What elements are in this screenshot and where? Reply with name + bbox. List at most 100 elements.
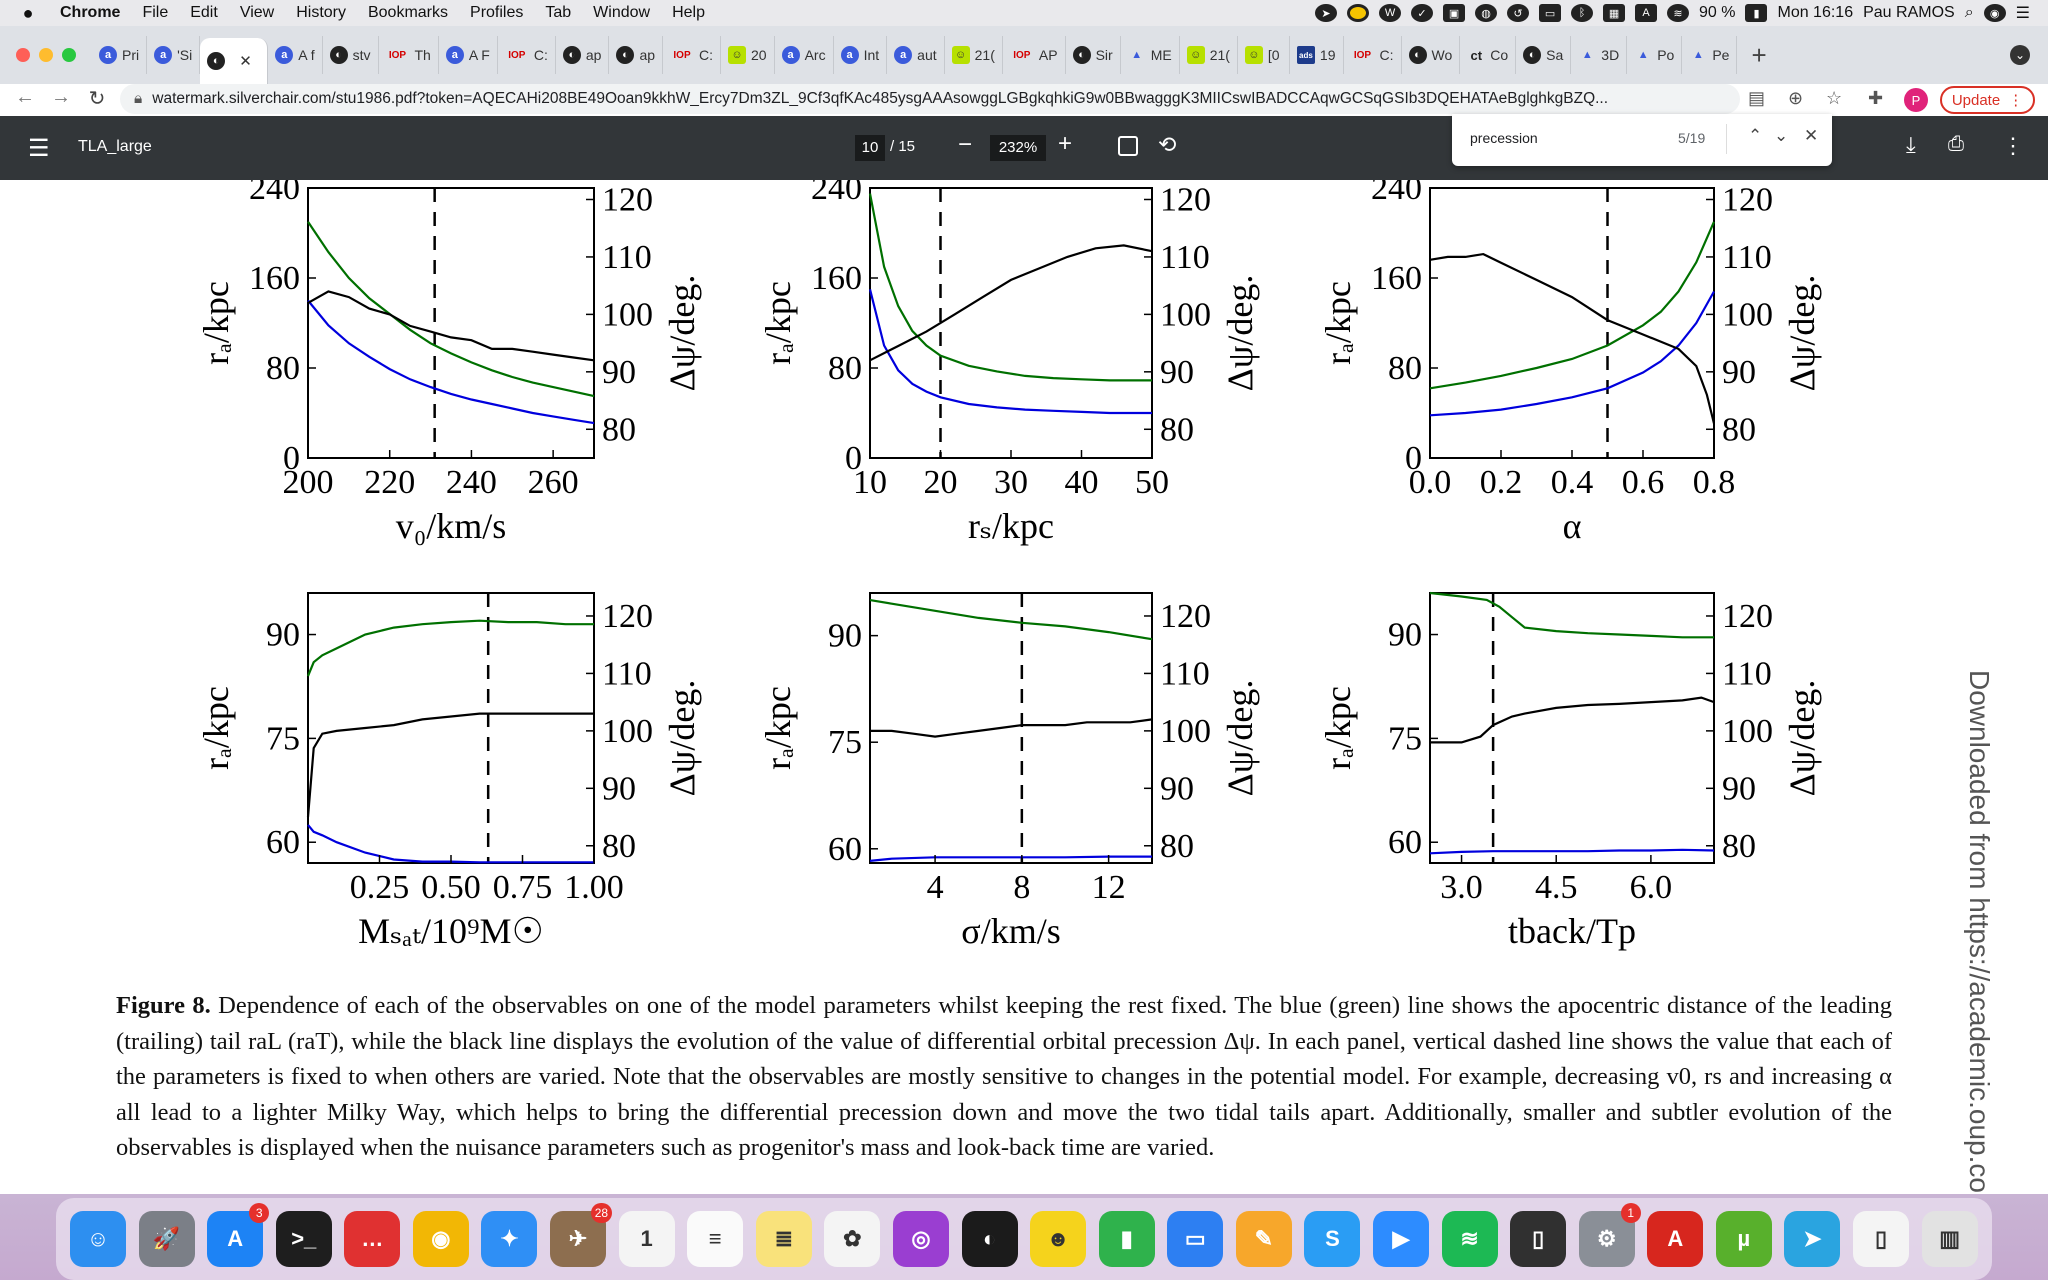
browser-tab[interactable]: ◐ Wo: [1402, 36, 1461, 74]
battery-percent[interactable]: 90 %: [1699, 4, 1736, 21]
update-button[interactable]: Update ⋮: [1940, 86, 2035, 114]
utorrent-icon[interactable]: µ: [1715, 1211, 1772, 1267]
github-icon[interactable]: ◐: [961, 1211, 1018, 1267]
terminal-icon[interactable]: >_: [275, 1211, 332, 1267]
bookmark-star-icon[interactable]: ☆: [1826, 88, 1843, 108]
extensions-icon[interactable]: ✚: [1868, 88, 1884, 108]
calendar-icon[interactable]: 1: [618, 1211, 675, 1267]
input-source-icon[interactable]: A: [1635, 4, 1658, 22]
globe-icon[interactable]: ◍: [1475, 4, 1498, 22]
browser-tab[interactable]: IOP C:: [1344, 36, 1402, 74]
browser-tab[interactable]: ◐ Sa: [1516, 36, 1572, 74]
page-number-input[interactable]: 10: [855, 135, 885, 161]
print-icon[interactable]: ⎙: [1948, 133, 1964, 155]
browser-tab[interactable]: a aut: [887, 36, 945, 74]
close-window-button[interactable]: [16, 48, 30, 62]
find-next-icon[interactable]: ⌄: [1774, 126, 1789, 145]
menu-app-name[interactable]: Chrome: [60, 4, 121, 21]
zoom-level-input[interactable]: 232%: [990, 135, 1046, 161]
menu-history[interactable]: History: [296, 4, 346, 21]
address-bar[interactable]: 🔒︎ watermark.silverchair.com/stu1986.pdf…: [120, 84, 1740, 114]
finder-icon[interactable]: ☺: [70, 1211, 126, 1267]
podcasts-icon[interactable]: ◎: [892, 1211, 949, 1267]
zoom-window-button[interactable]: [62, 48, 76, 62]
messages-icon[interactable]: …: [344, 1211, 401, 1267]
browser-tab[interactable]: a 'Si: [147, 36, 201, 74]
checkmark-icon[interactable]: ✓: [1411, 4, 1434, 22]
menu-edit[interactable]: Edit: [190, 4, 218, 21]
browser-tab[interactable]: IOP Th: [379, 36, 439, 74]
hamburger-menu-icon[interactable]: ☰: [28, 135, 50, 162]
browser-tab[interactable]: ◐ Sir: [1066, 36, 1121, 74]
spotify-icon[interactable]: ≋: [1441, 1211, 1498, 1267]
battery-icon[interactable]: ▮: [1745, 4, 1768, 22]
new-tab-button[interactable]: +: [1751, 39, 1767, 70]
menu-bookmarks[interactable]: Bookmarks: [367, 4, 449, 21]
photos-icon[interactable]: ✿: [824, 1211, 881, 1267]
menu-tab[interactable]: Tab: [545, 4, 572, 21]
tab-search-icon[interactable]: ⌄: [2010, 45, 2030, 65]
browser-tab[interactable]: ☺ 21(: [945, 36, 1003, 74]
browser-tab[interactable]: IOP C:: [498, 36, 556, 74]
zoom-icon[interactable]: ▶: [1372, 1211, 1429, 1267]
clock[interactable]: Mon 16:16: [1777, 4, 1854, 21]
browser-tab[interactable]: ◐ ap: [609, 36, 664, 74]
download-icon[interactable]: ⤓: [1906, 132, 1916, 157]
browser-tab[interactable]: ☺ 20: [721, 36, 775, 74]
more-options-icon[interactable]: ⋮: [2002, 133, 2024, 158]
reload-icon[interactable]: ↻: [88, 88, 106, 110]
numbers-icon[interactable]: ▮: [1098, 1211, 1155, 1267]
pages-icon[interactable]: ✎: [1235, 1211, 1292, 1267]
tab-close-icon[interactable]: ✕: [239, 53, 252, 70]
browser-tab[interactable]: ☺ 21(: [1180, 36, 1238, 74]
browser-tab[interactable]: ◐ ✕: [200, 38, 269, 84]
browser-tab[interactable]: ▲ Pe: [1682, 36, 1738, 74]
fit-page-icon[interactable]: [1118, 136, 1138, 156]
telegram-icon[interactable]: ➤: [1784, 1211, 1841, 1267]
reminders-icon[interactable]: ≡: [687, 1211, 744, 1267]
system-preferences-icon[interactable]: ⚙ 1: [1578, 1203, 1641, 1267]
browser-tab[interactable]: ▲ 3D: [1571, 36, 1628, 74]
remote-icon[interactable]: ▯: [1510, 1211, 1567, 1267]
menu-view[interactable]: View: [239, 4, 275, 21]
back-arrow-icon[interactable]: ←: [15, 86, 35, 108]
airplay-icon[interactable]: ▭: [1539, 4, 1562, 22]
chrome-icon[interactable]: ◉: [412, 1211, 469, 1267]
browser-tab[interactable]: IOP C:: [663, 36, 722, 74]
browser-tab[interactable]: a Int: [834, 36, 888, 74]
user-name[interactable]: Pau RAMOS: [1863, 4, 1955, 21]
launchpad-icon[interactable]: 🚀: [138, 1211, 195, 1267]
status-record-icon[interactable]: [1347, 4, 1370, 22]
url-text[interactable]: watermark.silverchair.com/stu1986.pdf?to…: [152, 90, 1609, 107]
status-tray-icon[interactable]: ➤: [1315, 4, 1338, 22]
menu-profiles[interactable]: Profiles: [470, 4, 524, 21]
browser-tab[interactable]: ☺ [0: [1238, 36, 1290, 74]
time-machine-icon[interactable]: ↺: [1507, 4, 1530, 22]
browser-tab[interactable]: ▲ Po: [1627, 36, 1683, 74]
find-previous-icon[interactable]: ⌃: [1748, 126, 1763, 145]
zoom-out-icon[interactable]: −: [958, 131, 973, 158]
wordpress-icon[interactable]: W: [1379, 4, 1402, 22]
bluetooth-icon[interactable]: ᛒ: [1571, 4, 1594, 22]
siri-icon[interactable]: ◉: [1983, 4, 2006, 22]
wifi-icon[interactable]: ≋: [1667, 4, 1690, 22]
menu-help[interactable]: Help: [672, 4, 705, 21]
profile-avatar[interactable]: P: [1904, 88, 1928, 112]
file-icon[interactable]: ▯: [1853, 1211, 1910, 1267]
keynote-icon[interactable]: ▭: [1167, 1211, 1224, 1267]
reader-icon[interactable]: ▤: [1748, 88, 1766, 108]
apple-icon[interactable]: ●: [22, 2, 34, 23]
browser-tab[interactable]: ads 19: [1290, 36, 1344, 74]
browser-tab[interactable]: ct Co: [1460, 36, 1517, 74]
keyboard-icon[interactable]: ▦: [1603, 4, 1626, 22]
preview-icon[interactable]: ✈ 28: [550, 1203, 613, 1267]
browser-tab[interactable]: a Pri: [92, 36, 148, 74]
vpn-icon[interactable]: ▣: [1443, 4, 1466, 22]
minimize-window-button[interactable]: [39, 48, 53, 62]
cyberduck-icon[interactable]: ☻: [1030, 1211, 1087, 1267]
zoom-in-icon[interactable]: +: [1058, 130, 1073, 157]
forward-arrow-icon[interactable]: →: [51, 86, 71, 108]
